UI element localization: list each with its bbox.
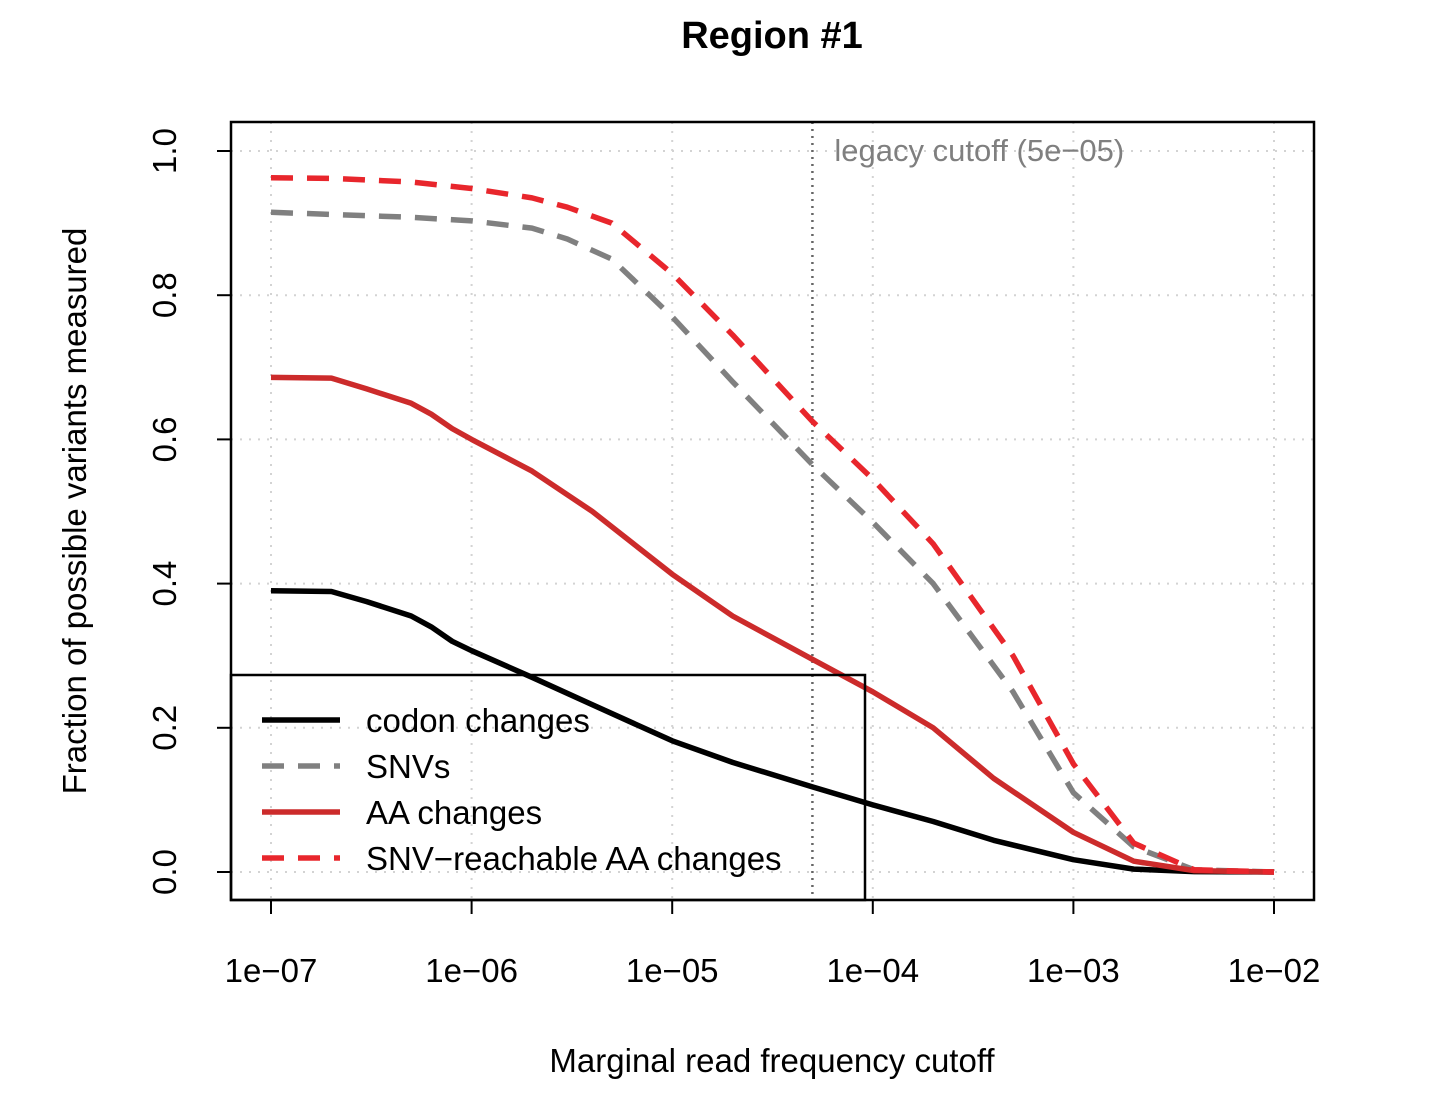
y-tick-label: 0.4 bbox=[146, 561, 183, 607]
chart-title: Region #1 bbox=[681, 15, 863, 57]
series-lines bbox=[270, 174, 1275, 875]
y-axis-label: Fraction of possible variants measured bbox=[56, 228, 93, 795]
y-tick-label: 0.6 bbox=[146, 416, 183, 462]
series-line bbox=[270, 174, 1275, 875]
x-axis: 1e−07 1e−06 1e−05 1e−04 1e−03 1e−02 bbox=[225, 899, 1321, 989]
x-tick-label: 1e−07 bbox=[225, 952, 318, 989]
grid bbox=[231, 122, 1314, 900]
y-tick-label: 0.0 bbox=[146, 849, 183, 895]
y-tick-label: 1.0 bbox=[146, 128, 183, 174]
series-line bbox=[270, 209, 1275, 875]
x-axis-label: Marginal read frequency cutoff bbox=[549, 1042, 995, 1079]
y-axis: 0.0 0.2 0.4 0.6 0.8 1.0 bbox=[146, 128, 232, 895]
legend-box bbox=[229, 673, 867, 902]
legend-label: SNVs bbox=[366, 748, 450, 785]
legend: codon changes SNVs AA changes SNV−reachable… bbox=[229, 673, 867, 902]
legacy-cutoff-label: legacy cutoff (5e−05) bbox=[834, 133, 1124, 168]
y-tick-label: 0.8 bbox=[146, 272, 183, 318]
y-tick-label: 0.2 bbox=[146, 705, 183, 751]
x-tick-label: 1e−04 bbox=[826, 952, 919, 989]
x-tick-label: 1e−03 bbox=[1027, 952, 1120, 989]
legacy-cutoff-line: legacy cutoff (5e−05) bbox=[811, 122, 1124, 900]
legend-label: codon changes bbox=[366, 702, 590, 739]
series-line bbox=[270, 588, 1275, 875]
x-tick-label: 1e−06 bbox=[425, 952, 518, 989]
series-line bbox=[270, 374, 1275, 875]
legend-label: AA changes bbox=[366, 794, 542, 831]
x-tick-label: 1e−05 bbox=[626, 952, 719, 989]
x-tick-label: 1e−02 bbox=[1228, 952, 1321, 989]
legend-label: SNV−reachable AA changes bbox=[366, 840, 782, 877]
